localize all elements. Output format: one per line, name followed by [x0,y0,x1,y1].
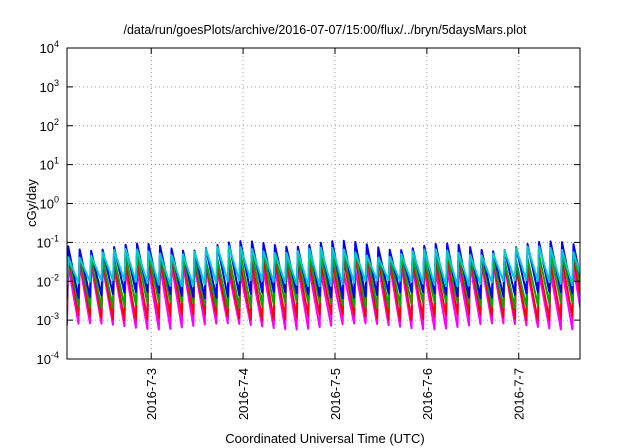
y-tick-label: 10-2 [37,272,59,289]
y-tick-label: 10-4 [37,350,59,367]
y-tick-label: 10-3 [37,311,59,328]
x-tick-label: 2016-7-6 [420,368,435,420]
x-tick-label: 2016-7-7 [512,368,527,420]
x-axis-label: Coordinated Universal Time (UTC) [225,431,424,446]
y-tick-label: 104 [40,39,59,56]
y-tick-label: 103 [40,78,59,95]
chart-title: /data/run/goesPlots/archive/2016-07-07/1… [123,23,527,37]
x-tick-label: 2016-7-3 [144,368,159,420]
x-tick-label: 2016-7-5 [328,368,343,420]
axes: 10-4 10-3 10-2 10-1 100 101 102 103 104 2016-7-3 2… [37,39,580,420]
series-line [67,245,580,288]
series-layer [67,239,580,331]
x-tick-label: 2016-7-4 [236,368,251,420]
y-axis-label: cGy/day [24,179,39,227]
y-tick-label: 100 [40,195,59,212]
y-tick-label: 102 [40,117,59,134]
y-tick-label: 101 [40,156,59,173]
y-tick-label: 10-1 [37,233,59,250]
